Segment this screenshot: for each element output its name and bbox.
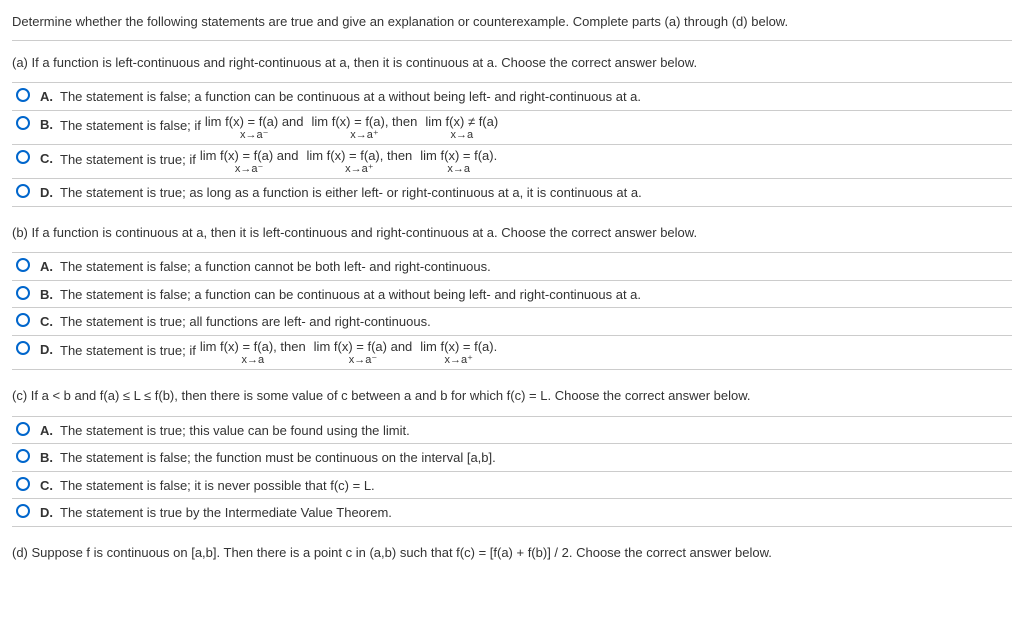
radio-icon[interactable]: [16, 150, 30, 164]
radio-icon[interactable]: [16, 504, 30, 518]
option-letter: D.: [40, 503, 60, 523]
option-text: The statement is true by the Intermediat…: [60, 503, 1008, 523]
option-b-A[interactable]: A. The statement is false; a function ca…: [12, 253, 1012, 281]
option-letter: D.: [40, 340, 60, 360]
option-a-D[interactable]: D. The statement is true; as long as a f…: [12, 179, 1012, 206]
text-segment: The statement is true; if: [60, 341, 196, 361]
option-letter: C.: [40, 149, 60, 169]
limit-expression: lim f(x) = f(a). x→a: [420, 149, 497, 175]
part-b-prompt: (b) If a function is continuous at a, th…: [12, 219, 1012, 253]
part-d-prompt: (d) Suppose f is continuous on [a,b]. Th…: [12, 539, 1012, 573]
limit-expression: lim f(x) = f(a), then x→a⁺: [312, 115, 418, 141]
option-text: The statement is false; the function mus…: [60, 448, 1008, 468]
option-text: The statement is true; if lim f(x) = f(a…: [60, 149, 1008, 175]
option-a-A[interactable]: A. The statement is false; a function ca…: [12, 83, 1012, 111]
option-text: The statement is false; if lim f(x) = f(…: [60, 115, 1008, 141]
option-a-B[interactable]: B. The statement is false; if lim f(x) =…: [12, 111, 1012, 145]
radio-icon[interactable]: [16, 184, 30, 198]
option-b-D[interactable]: D. The statement is true; if lim f(x) = …: [12, 336, 1012, 369]
option-letter: C.: [40, 312, 60, 332]
radio-icon[interactable]: [16, 449, 30, 463]
option-a-C[interactable]: C. The statement is true; if lim f(x) = …: [12, 145, 1012, 179]
option-text: The statement is false; a function can b…: [60, 87, 1008, 107]
radio-icon[interactable]: [16, 286, 30, 300]
option-c-C[interactable]: C. The statement is false; it is never p…: [12, 472, 1012, 500]
option-letter: D.: [40, 183, 60, 203]
radio-icon[interactable]: [16, 116, 30, 130]
option-text: The statement is true; as long as a func…: [60, 183, 1008, 203]
part-a-options: A. The statement is false; a function ca…: [12, 82, 1012, 207]
limit-expression: lim f(x) = f(a), then x→a⁺: [306, 149, 412, 175]
radio-icon[interactable]: [16, 477, 30, 491]
option-letter: C.: [40, 476, 60, 496]
option-letter: A.: [40, 87, 60, 107]
text-segment: The statement is false; if: [60, 116, 201, 136]
option-text: The statement is false; a function canno…: [60, 257, 1008, 277]
option-text: The statement is true; all functions are…: [60, 312, 1008, 332]
part-c-options: A. The statement is true; this value can…: [12, 416, 1012, 527]
limit-expression: lim f(x) = f(a) and x→a⁻: [205, 115, 304, 141]
option-b-B[interactable]: B. The statement is false; a function ca…: [12, 281, 1012, 309]
option-letter: B.: [40, 285, 60, 305]
limit-expression: lim f(x) ≠ f(a) x→a: [425, 115, 498, 141]
instructions: Determine whether the following statemen…: [12, 8, 1012, 41]
text-segment: The statement is true; if: [60, 150, 196, 170]
option-letter: A.: [40, 421, 60, 441]
limit-expression: lim f(x) = f(a). x→a⁺: [420, 340, 497, 366]
part-a-prompt: (a) If a function is left-continuous and…: [12, 49, 1012, 83]
limit-expression: lim f(x) = f(a) and x→a⁻: [314, 340, 413, 366]
radio-icon[interactable]: [16, 313, 30, 327]
option-text: The statement is true; this value can be…: [60, 421, 1008, 441]
option-b-C[interactable]: C. The statement is true; all functions …: [12, 308, 1012, 336]
option-letter: B.: [40, 448, 60, 468]
limit-expression: lim f(x) = f(a) and x→a⁻: [200, 149, 299, 175]
part-c-prompt: (c) If a < b and f(a) ≤ L ≤ f(b), then t…: [12, 382, 1012, 416]
radio-icon[interactable]: [16, 258, 30, 272]
option-text: The statement is true; if lim f(x) = f(a…: [60, 340, 1008, 366]
option-c-D[interactable]: D. The statement is true by the Intermed…: [12, 499, 1012, 526]
option-text: The statement is false; a function can b…: [60, 285, 1008, 305]
part-b-options: A. The statement is false; a function ca…: [12, 252, 1012, 370]
radio-icon[interactable]: [16, 88, 30, 102]
option-text: The statement is false; it is never poss…: [60, 476, 1008, 496]
option-c-A[interactable]: A. The statement is true; this value can…: [12, 417, 1012, 445]
option-letter: A.: [40, 257, 60, 277]
option-letter: B.: [40, 115, 60, 135]
radio-icon[interactable]: [16, 422, 30, 436]
limit-expression: lim f(x) = f(a), then x→a: [200, 340, 306, 366]
radio-icon[interactable]: [16, 341, 30, 355]
option-c-B[interactable]: B. The statement is false; the function …: [12, 444, 1012, 472]
